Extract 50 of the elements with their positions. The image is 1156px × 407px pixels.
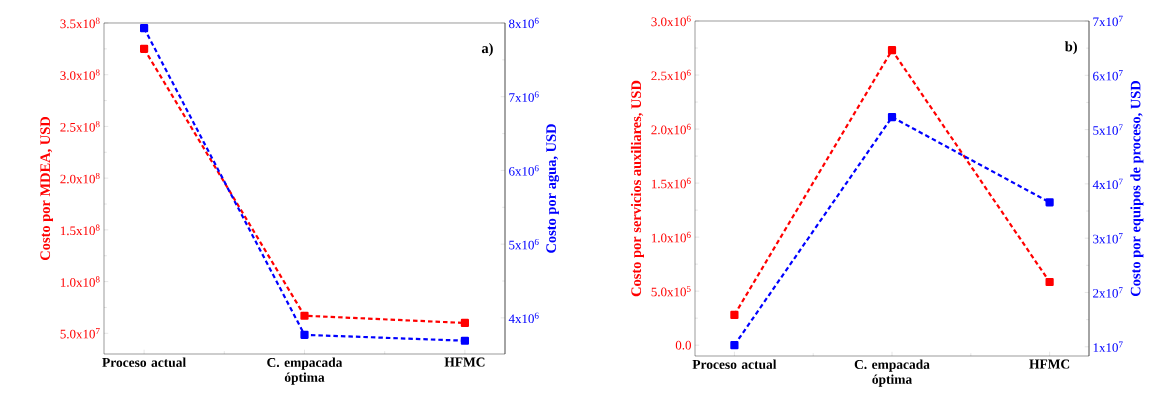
y-tick-label: 1.5x10$^{6}$ bbox=[651, 177, 691, 189]
x-tick-label: HFMC bbox=[444, 357, 485, 367]
y-axis-title: Costo por servicios auxiliares, USD bbox=[630, 80, 644, 297]
y2-tick-label: 3x10$^{7}$ bbox=[1093, 232, 1123, 244]
y-tick-label: 5.0x10$^{7}$ bbox=[60, 328, 100, 339]
y-tick-label: 0.0 bbox=[675, 340, 691, 350]
y2-axis-title: Costo por agua, USD bbox=[546, 124, 560, 253]
y2-tick-label: 6x10$^{7}$ bbox=[1093, 70, 1123, 81]
point bbox=[1045, 277, 1054, 287]
point bbox=[730, 310, 739, 320]
x-tick-label: Proceso actual bbox=[102, 357, 186, 368]
y2-tick-label: 1x10$^{7}$ bbox=[1093, 341, 1123, 352]
point bbox=[730, 341, 739, 350]
point bbox=[460, 336, 469, 345]
annotation: b) bbox=[1064, 41, 1077, 55]
y-tick-label: 1.5x10$^{8}$ bbox=[60, 224, 100, 236]
point bbox=[887, 46, 897, 55]
y2-tick-label: 6x10$^{6}$ bbox=[509, 165, 539, 176]
x-tick-label: C. empacada óptima bbox=[267, 357, 343, 385]
point bbox=[140, 44, 149, 53]
y2-tick-label: 4x10$^{6}$ bbox=[508, 312, 539, 324]
y-tick-label: 5.0x10$^{5}$ bbox=[651, 285, 691, 297]
y2-tick-label: 2x10$^{7}$ bbox=[1093, 287, 1123, 298]
y2-axis-title: Costo por equipos de proceso, USD bbox=[1130, 81, 1144, 297]
point bbox=[300, 330, 309, 339]
y-tick-label: 1.0x10$^{6}$ bbox=[651, 231, 691, 243]
y2-tick-label: 8x10$^{6}$ bbox=[509, 17, 539, 29]
y2-tick-label: 5x10$^{7}$ bbox=[1093, 124, 1123, 135]
y2-tick-label: 7x10$^{7}$ bbox=[1093, 15, 1123, 27]
y-tick-label: 2.5x10$^{8}$ bbox=[60, 121, 100, 132]
x-tick-label: HFMC bbox=[1029, 359, 1070, 369]
y-axis-title: Costo por MDEA, USD bbox=[40, 116, 53, 261]
y-tick-label: 3.0x10$^{6}$ bbox=[651, 15, 691, 27]
point bbox=[140, 24, 149, 33]
y-tick-label: 2.0x10$^{8}$ bbox=[60, 172, 100, 184]
annotation: a) bbox=[481, 43, 493, 57]
y2-tick-label: 5x10$^{6}$ bbox=[509, 238, 539, 250]
y-tick-label: 2.0x10$^{6}$ bbox=[651, 123, 691, 135]
y-tick-label: 2.5x10$^{6}$ bbox=[651, 69, 691, 81]
point bbox=[1045, 198, 1054, 207]
y2-tick-label: 7x10$^{6}$ bbox=[509, 91, 539, 102]
y-tick-label: 3.0x10$^{8}$ bbox=[60, 69, 100, 80]
y-tick-label: 1.0x10$^{8}$ bbox=[60, 276, 100, 287]
point bbox=[300, 311, 309, 320]
point bbox=[460, 318, 469, 328]
y-tick-label: 3.5x10$^{8}$ bbox=[60, 17, 100, 29]
point bbox=[887, 113, 897, 122]
x-tick-label: C. empacada óptima bbox=[854, 359, 930, 387]
y2-tick-label: 4x10$^{7}$ bbox=[1092, 178, 1123, 190]
x-tick-label: Proceso actual bbox=[692, 359, 777, 370]
